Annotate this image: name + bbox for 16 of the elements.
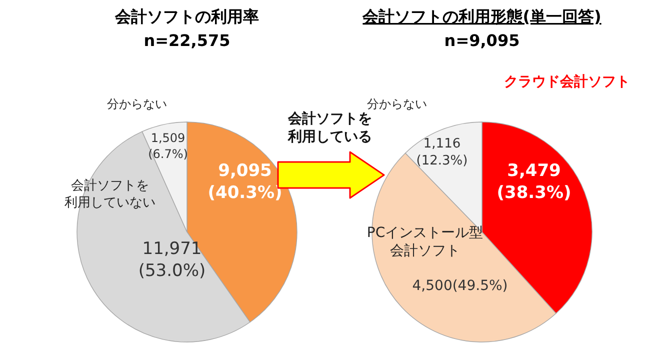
slice-label: PCインストール型会計ソフト	[366, 224, 484, 260]
data-label: 1,509 (6.7%)	[148, 131, 188, 161]
chart-title: 会計ソフトの利用率	[114, 7, 259, 26]
chart-subtitle: n=22,575	[144, 31, 230, 50]
data-label: 1,116 (12.3%)	[416, 136, 468, 168]
slice-label: 分からない	[107, 97, 167, 111]
data-label: 11,971 (53.0%)	[138, 238, 206, 282]
data-label: 4,500(49.5%)	[412, 278, 508, 294]
text: 会計ソフトを利用している	[287, 110, 372, 146]
data-label: 3,479 (38.3%)	[496, 160, 572, 204]
slice-label: 会計ソフトを利用していない	[64, 178, 156, 210]
chart-subtitle: n=9,095	[444, 31, 520, 50]
slice-label: 分からない	[367, 97, 427, 111]
slice-label: クラウド会計ソフト	[504, 74, 630, 90]
data-label: 9,095 (40.3%)	[208, 160, 282, 204]
chart-title: 会計ソフトの利用形態(単一回答)	[362, 7, 602, 26]
